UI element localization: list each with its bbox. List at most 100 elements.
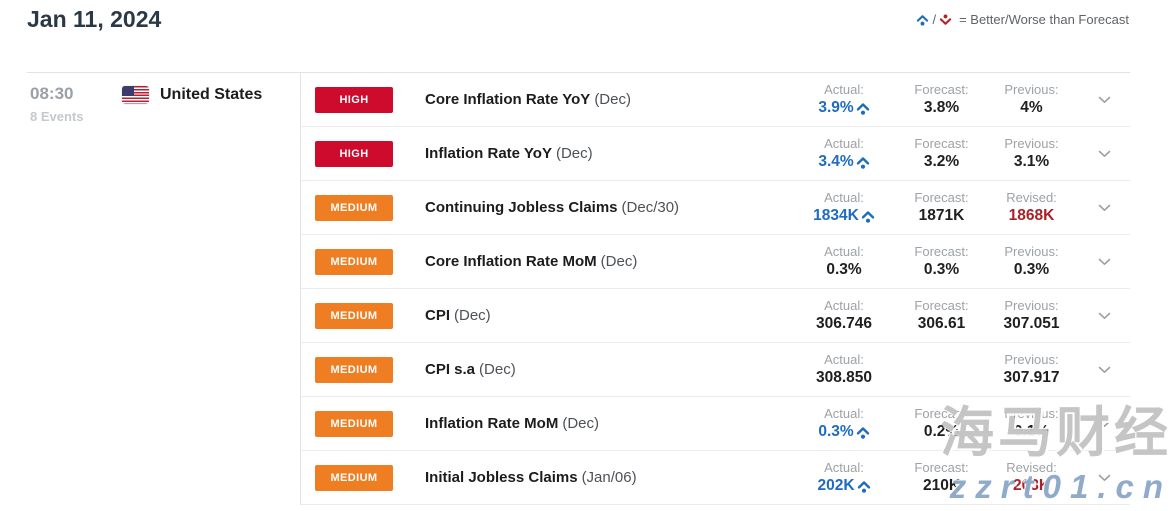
previous-value: 1868K bbox=[1008, 207, 1055, 224]
actual-label: Actual: bbox=[824, 352, 864, 367]
event-name-label: Core Inflation Rate MoM bbox=[425, 253, 597, 270]
actual-column: Actual: 3.4% bbox=[789, 135, 899, 172]
event-name[interactable]: Core Inflation Rate YoY (Dec) bbox=[425, 91, 789, 108]
forecast-column: Forecast: 3.8% bbox=[899, 81, 984, 118]
actual-column: Actual: 0.3% bbox=[789, 405, 899, 442]
actual-label: Actual: bbox=[824, 244, 864, 259]
better-than-forecast-icon bbox=[857, 479, 871, 493]
actual-label: Actual: bbox=[824, 190, 864, 205]
events-table: 08:30 8 Events United States HIGH Core I… bbox=[27, 72, 1130, 505]
expand-chevron-icon[interactable] bbox=[1079, 258, 1130, 266]
previous-value: 203K bbox=[1012, 477, 1051, 494]
better-than-forecast-icon bbox=[856, 101, 870, 115]
event-period: (Dec) bbox=[479, 361, 516, 378]
forecast-column: Forecast: 306.61 bbox=[899, 297, 984, 334]
actual-value: 1834K bbox=[789, 206, 899, 226]
event-period: (Dec/30) bbox=[621, 199, 680, 216]
forecast-value: 0.3% bbox=[923, 261, 960, 278]
previous-label: Previous: bbox=[1004, 406, 1059, 421]
impact-badge: MEDIUM bbox=[315, 356, 393, 383]
event-name[interactable]: Initial Jobless Claims (Jan/06) bbox=[425, 469, 789, 486]
event-period: (Dec) bbox=[454, 307, 491, 324]
event-row[interactable]: MEDIUM Continuing Jobless Claims (Dec/30)… bbox=[301, 181, 1130, 235]
previous-column: Previous: 307.051 bbox=[984, 297, 1079, 334]
previous-label: Revised: bbox=[1006, 460, 1057, 475]
previous-column: Revised: 1868K bbox=[984, 189, 1079, 226]
forecast-label: Forecast: bbox=[914, 82, 969, 97]
forecast-value: 3.8% bbox=[923, 99, 960, 116]
actual-column: Actual: 202K bbox=[789, 459, 899, 496]
actual-value: 3.4% bbox=[789, 152, 899, 172]
expand-chevron-icon[interactable] bbox=[1079, 366, 1130, 374]
expand-chevron-icon[interactable] bbox=[1079, 474, 1130, 482]
forecast-column: Forecast: 210K bbox=[899, 459, 984, 496]
actual-value: 308.850 bbox=[815, 369, 873, 386]
previous-label: Previous: bbox=[1004, 352, 1059, 367]
event-row[interactable]: HIGH Core Inflation Rate YoY (Dec) Actual… bbox=[301, 73, 1130, 127]
impact-badge: MEDIUM bbox=[315, 410, 393, 437]
expand-chevron-icon[interactable] bbox=[1079, 150, 1130, 158]
impact-badge: MEDIUM bbox=[315, 464, 393, 491]
forecast-label: Forecast: bbox=[914, 298, 969, 313]
event-row[interactable]: MEDIUM Core Inflation Rate MoM (Dec) Actu… bbox=[301, 235, 1130, 289]
event-name[interactable]: Core Inflation Rate MoM (Dec) bbox=[425, 253, 789, 270]
event-row[interactable]: MEDIUM Initial Jobless Claims (Jan/06) Ac… bbox=[301, 451, 1130, 505]
forecast-label: Forecast: bbox=[914, 190, 969, 205]
previous-column: Previous: 0.3% bbox=[984, 243, 1079, 280]
actual-column: Actual: 1834K bbox=[789, 189, 899, 226]
event-name-label: CPI bbox=[425, 307, 451, 324]
event-period: (Jan/06) bbox=[581, 469, 637, 486]
country[interactable]: United States bbox=[122, 86, 262, 104]
previous-value: 0.1% bbox=[1013, 423, 1050, 440]
event-name[interactable]: CPI s.a (Dec) bbox=[425, 361, 789, 378]
previous-column: Previous: 4% bbox=[984, 81, 1079, 118]
event-row[interactable]: HIGH Inflation Rate YoY (Dec) Actual: 3.4… bbox=[301, 127, 1130, 181]
impact-badge: MEDIUM bbox=[315, 194, 393, 221]
actual-value: 202K bbox=[789, 476, 899, 496]
previous-column: Previous: 3.1% bbox=[984, 135, 1079, 172]
event-period: (Dec) bbox=[594, 91, 631, 108]
legend-text: = Better/Worse than Forecast bbox=[959, 12, 1129, 27]
events-count: 8 Events bbox=[30, 109, 84, 124]
impact-badge: HIGH bbox=[315, 86, 393, 113]
previous-value: 307.051 bbox=[1003, 315, 1060, 332]
previous-label: Previous: bbox=[1004, 82, 1059, 97]
expand-chevron-icon[interactable] bbox=[1079, 204, 1130, 212]
better-worse-legend: / = Better/Worse than Forecast bbox=[916, 12, 1129, 27]
event-name-label: Inflation Rate YoY bbox=[425, 145, 552, 162]
page-title: Jan 11, 2024 bbox=[27, 6, 162, 32]
forecast-label: Forecast: bbox=[914, 244, 969, 259]
event-period: (Dec) bbox=[562, 415, 599, 432]
previous-label: Revised: bbox=[1006, 190, 1057, 205]
previous-column: Previous: 0.1% bbox=[984, 405, 1079, 442]
event-row[interactable]: MEDIUM Inflation Rate MoM (Dec) Actual: 0… bbox=[301, 397, 1130, 451]
event-name[interactable]: Inflation Rate MoM (Dec) bbox=[425, 415, 789, 432]
forecast-column: Forecast: 0.3% bbox=[899, 243, 984, 280]
event-name[interactable]: CPI (Dec) bbox=[425, 307, 789, 324]
forecast-column: Forecast: 0.2% bbox=[899, 405, 984, 442]
forecast-value: 3.2% bbox=[923, 153, 960, 170]
event-time: 08:30 bbox=[30, 84, 74, 103]
forecast-value: 210K bbox=[922, 477, 961, 494]
actual-column: Actual: 0.3% bbox=[789, 243, 899, 280]
us-flag-icon bbox=[122, 86, 149, 104]
expand-chevron-icon[interactable] bbox=[1079, 420, 1130, 428]
expand-chevron-icon[interactable] bbox=[1079, 96, 1130, 104]
actual-label: Actual: bbox=[824, 136, 864, 151]
forecast-value: 0.2% bbox=[923, 423, 960, 440]
event-name[interactable]: Inflation Rate YoY (Dec) bbox=[425, 145, 789, 162]
expand-chevron-icon[interactable] bbox=[1079, 312, 1130, 320]
actual-label: Actual: bbox=[824, 298, 864, 313]
worse-than-forecast-icon bbox=[939, 13, 952, 26]
time-country-cell: 08:30 8 Events United States bbox=[27, 73, 301, 505]
forecast-column: Forecast: 1871K bbox=[899, 189, 984, 226]
event-row[interactable]: MEDIUM CPI (Dec) Actual: 306.746 Forecast… bbox=[301, 289, 1130, 343]
forecast-label: Forecast: bbox=[914, 460, 969, 475]
impact-badge: HIGH bbox=[315, 140, 393, 167]
better-than-forecast-icon bbox=[861, 209, 875, 223]
forecast-column: Forecast: 3.2% bbox=[899, 135, 984, 172]
event-name[interactable]: Continuing Jobless Claims (Dec/30) bbox=[425, 199, 789, 216]
actual-label: Actual: bbox=[824, 460, 864, 475]
event-row[interactable]: MEDIUM CPI s.a (Dec) Actual: 308.850 Prev… bbox=[301, 343, 1130, 397]
previous-label: Previous: bbox=[1004, 298, 1059, 313]
